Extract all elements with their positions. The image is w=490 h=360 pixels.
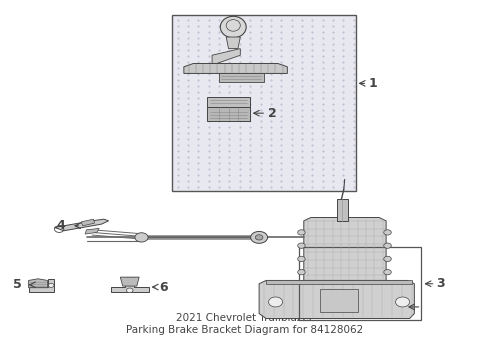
Circle shape: [395, 297, 410, 307]
Polygon shape: [304, 217, 386, 280]
Circle shape: [126, 288, 133, 293]
Circle shape: [384, 230, 392, 235]
Polygon shape: [337, 199, 348, 221]
Polygon shape: [207, 96, 250, 107]
Bar: [172, 15, 356, 191]
Polygon shape: [207, 107, 250, 121]
Circle shape: [298, 256, 305, 262]
Text: 4: 4: [56, 219, 65, 232]
Ellipse shape: [220, 16, 246, 38]
Circle shape: [298, 230, 305, 235]
Circle shape: [298, 270, 305, 275]
Text: 2: 2: [268, 107, 276, 120]
Text: 6: 6: [159, 280, 168, 293]
Polygon shape: [212, 49, 240, 65]
Polygon shape: [111, 277, 148, 292]
Circle shape: [298, 243, 305, 248]
Polygon shape: [184, 63, 287, 73]
Polygon shape: [28, 279, 54, 292]
Circle shape: [384, 243, 392, 248]
Polygon shape: [259, 280, 415, 319]
Bar: [299, 247, 421, 320]
Text: 5: 5: [13, 278, 22, 291]
Circle shape: [251, 231, 268, 243]
Text: 2021 Chevrolet Trailblazer
Parking Brake Bracket Diagram for 84128062: 2021 Chevrolet Trailblazer Parking Brake…: [126, 314, 364, 335]
Circle shape: [384, 270, 392, 275]
Text: 1: 1: [368, 77, 377, 90]
Text: 3: 3: [437, 277, 445, 290]
Circle shape: [269, 297, 283, 307]
Circle shape: [384, 256, 392, 262]
Polygon shape: [121, 277, 139, 286]
Polygon shape: [54, 219, 109, 231]
Polygon shape: [81, 219, 95, 226]
Polygon shape: [85, 229, 99, 234]
Polygon shape: [219, 73, 264, 82]
Circle shape: [135, 233, 148, 242]
Bar: [320, 289, 358, 312]
Circle shape: [255, 235, 263, 240]
Circle shape: [49, 283, 54, 287]
Polygon shape: [266, 280, 412, 284]
Polygon shape: [28, 279, 48, 288]
Polygon shape: [226, 37, 240, 49]
Bar: [172, 15, 356, 191]
